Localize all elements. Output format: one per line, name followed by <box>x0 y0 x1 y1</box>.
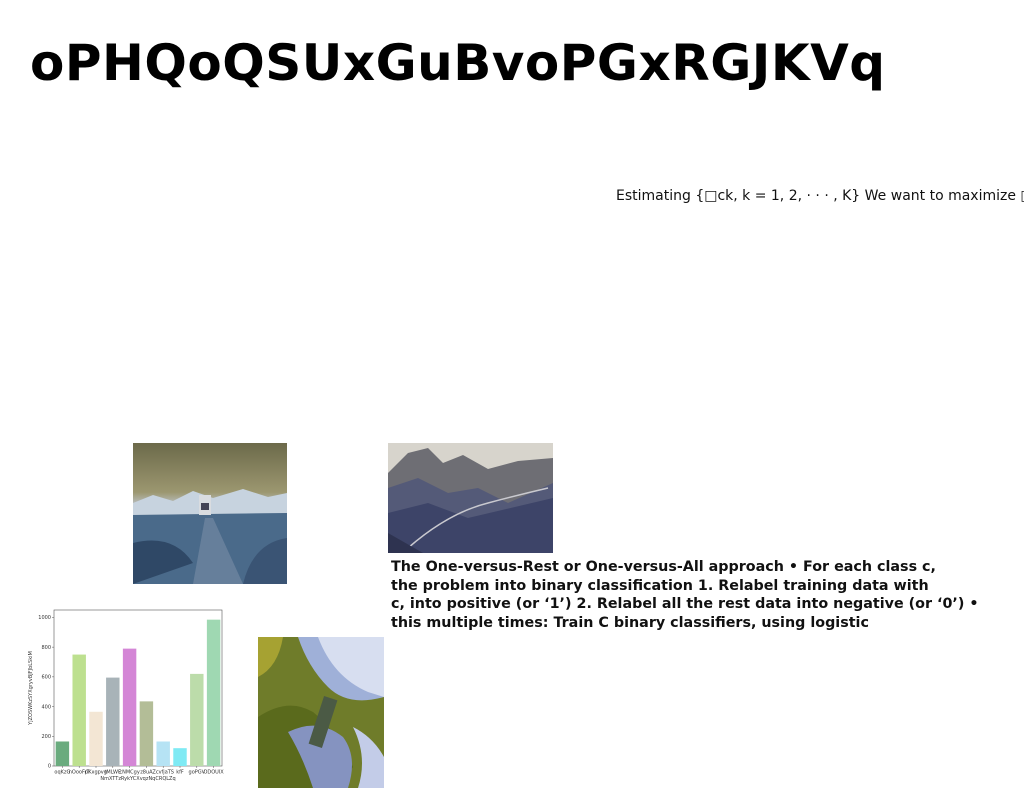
bar <box>89 711 103 766</box>
x-tick-label: z8uA <box>140 770 153 776</box>
x-tick-label: tMLWE <box>104 770 121 776</box>
x-tick-label: oqKzG <box>54 770 70 776</box>
y-tick-label: 400 <box>41 704 51 710</box>
y-axis-label: YjZOSWKzSYXgryvBJFJbLSkiM <box>28 651 34 726</box>
road-photo <box>133 443 287 584</box>
bar <box>122 648 137 766</box>
bar <box>139 701 154 766</box>
bar-chart: 0 200 400 600 800 1000 oqKzG nOooFrT pKxgpvg tMLW… <box>24 606 230 788</box>
y-tick-label: 600 <box>41 675 51 681</box>
chart-frame <box>53 609 223 767</box>
y-tick-label: 800 <box>41 645 51 651</box>
valley-photo <box>388 443 553 553</box>
x-tick-label: goPGV <box>189 770 206 776</box>
y-tick-label: 1000 <box>38 615 51 621</box>
aerial-photo <box>258 637 384 788</box>
x-tick-label: ZcvfjaTS <box>152 770 174 776</box>
x-tick-label: kfF <box>176 770 184 776</box>
x-tick-label: cNMCgy <box>119 770 139 776</box>
bar <box>106 677 120 766</box>
page-title: oPHQoQSUxGuBvoPGxRGJKVq <box>30 34 886 92</box>
y-tick-label: 0 <box>48 764 51 770</box>
bar <box>72 654 86 766</box>
y-tick-label: 200 <box>41 734 51 740</box>
bar <box>55 741 70 766</box>
bar <box>173 748 187 766</box>
x-tick-label: ODOUIX <box>203 770 224 776</box>
formula-text: Estimating {□ck, k = 1, 2, · · · , K} We… <box>616 188 1024 204</box>
bar <box>190 673 204 766</box>
bar <box>156 741 170 766</box>
body-text: The One-versus-Rest or One-versus-All ap… <box>391 559 979 631</box>
x-tick-label: nOooFrT <box>69 770 91 776</box>
bar <box>206 619 221 766</box>
x-axis-label: NmXTTzRykYCXvqzNqCRQLZq <box>100 776 175 782</box>
x-tick-label: pKxgpvg <box>85 770 107 776</box>
